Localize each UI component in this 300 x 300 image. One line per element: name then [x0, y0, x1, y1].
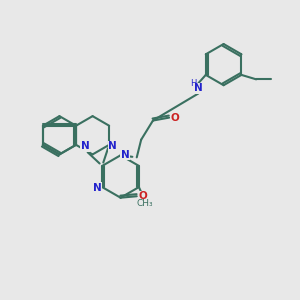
Text: H: H: [190, 79, 196, 88]
Text: N: N: [108, 141, 117, 151]
Text: O: O: [171, 112, 179, 123]
Text: N: N: [121, 150, 129, 160]
Text: O: O: [138, 191, 147, 201]
Text: N: N: [194, 83, 203, 94]
Text: CH₃: CH₃: [136, 200, 153, 208]
Text: N: N: [81, 142, 90, 152]
Text: N: N: [93, 183, 102, 193]
